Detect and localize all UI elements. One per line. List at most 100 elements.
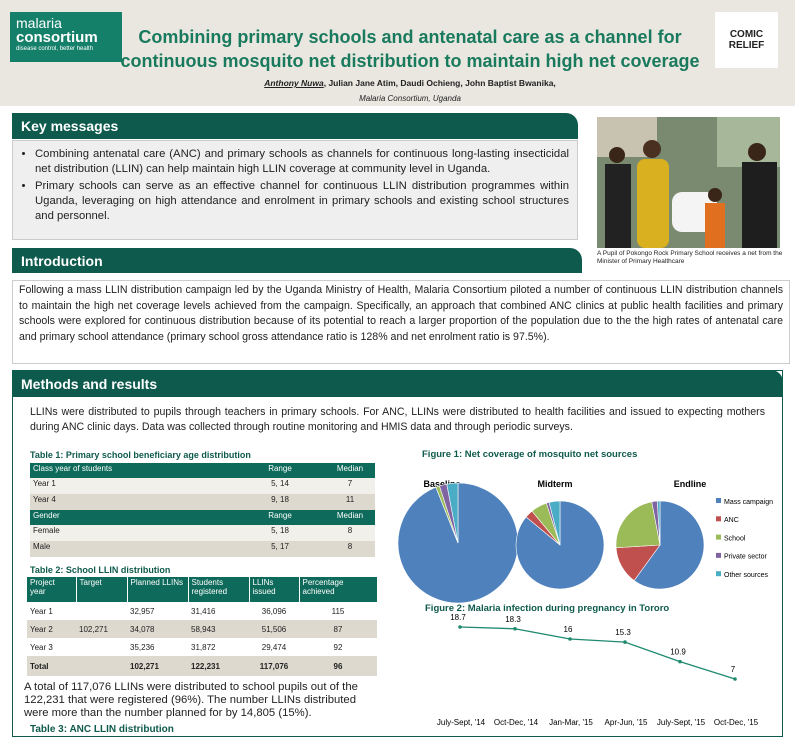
table-title: Table 3: ANC LLIN distribution: [30, 724, 174, 735]
legend-swatch: [716, 498, 721, 503]
table-cell: 8: [347, 526, 353, 535]
x-tick-label: July-Sept, '14: [437, 718, 486, 727]
table-cell: 32,957: [130, 606, 155, 616]
legend-label: Private sector: [724, 554, 767, 561]
photo-person: [742, 162, 777, 248]
pie-slice: [633, 500, 705, 590]
table-cell: Year 1: [30, 606, 53, 616]
photo-person: [643, 140, 661, 158]
pie-slice: [615, 501, 661, 549]
photo-caption: A Pupil of Pokongo Rock Primary School r…: [597, 250, 783, 265]
line-marker: [458, 625, 462, 629]
table-header-cell: Planned LLINs: [127, 577, 189, 602]
line-marker: [733, 677, 737, 681]
table-header-cell: Percentage achieved: [299, 577, 378, 602]
table-header-cell: Gender: [30, 510, 235, 525]
logo-tagline: disease control, better health: [16, 46, 94, 52]
x-tick-label: July-Sept, '15: [657, 718, 706, 727]
table-row: Total 102,271 122,231 117,076 96: [27, 656, 377, 676]
header: [0, 0, 795, 106]
pie-slice: [446, 482, 459, 544]
table-row: Year 1 32,957 31,416 36,096 115: [27, 602, 377, 620]
table-row: Male 5, 17 8: [30, 541, 375, 557]
line-marker: [678, 659, 682, 664]
table-cell: 5, 17: [271, 542, 289, 551]
line-marker: [623, 640, 627, 644]
table-cell: 51,506: [261, 624, 287, 634]
key-message: Combining antenatal care (ANC) and prima…: [35, 147, 569, 177]
table-cell: 5, 18: [271, 526, 289, 535]
data-label: 10.9: [670, 648, 686, 657]
table-cell: Year 2: [30, 624, 53, 634]
title: Combining primary schools and antenatal …: [110, 25, 710, 73]
table-cell: 29,474: [261, 642, 287, 652]
logo-text: consortium: [16, 29, 98, 46]
table-header-cell: LLINs issued: [249, 577, 300, 602]
section-heading: Methods and results: [12, 370, 783, 397]
lead-author: Anthony Nuwa: [264, 78, 324, 88]
photo-person: [637, 159, 669, 248]
logo-text: malaria: [16, 15, 62, 31]
chart-title: Figure 1: Net coverage of mosquito net s…: [422, 449, 637, 460]
data-label: 18.3: [505, 615, 521, 624]
table: Project year Target Planned LLINs Students …: [27, 577, 378, 676]
table-cell: 35,236: [130, 642, 155, 652]
table-header-cell: Median: [325, 510, 375, 525]
table-cell: 102,271: [130, 661, 159, 671]
x-tick-label: Oct-Dec, '14: [494, 718, 539, 727]
key-message: Primary schools can serve as an effectiv…: [35, 179, 569, 224]
logo-right: COMIC RELIEF: [715, 12, 778, 68]
x-tick-label: Oct-Dec, '15: [714, 718, 759, 727]
key-messages-list: Combining antenatal care (ANC) and prima…: [13, 147, 569, 224]
table-cell: 58,943: [191, 624, 216, 634]
table-cell: Male: [33, 542, 51, 551]
table-cell: 92: [333, 642, 343, 652]
title-line: continuous mosquito net distribution to …: [120, 51, 700, 71]
legend-swatch: [716, 534, 721, 540]
table-cell: 9, 18: [271, 495, 289, 504]
photo-person: [708, 188, 722, 202]
legend-label: ANC: [724, 517, 739, 524]
legend-label: Other sources: [724, 572, 768, 579]
logo-text: RELIEF: [728, 40, 765, 51]
line-marker: [568, 637, 572, 641]
pie-label: Baseline: [423, 479, 460, 489]
table-cell: 102,271: [79, 624, 108, 634]
table-header-cell: Range: [235, 510, 325, 525]
table-cell: Total: [30, 661, 49, 671]
table-cell: 31,872: [191, 642, 216, 652]
methods-text: LLINs were distributed to pupils through…: [30, 406, 765, 433]
table-cell: 96: [333, 661, 343, 671]
logo-text: COMIC: [729, 29, 764, 40]
table-cell: Year 3: [30, 642, 53, 652]
title-line: Combining primary schools and antenatal …: [138, 27, 682, 47]
other-authors: , Julian Jane Atim, Daudi Ochieng, John …: [323, 78, 556, 88]
introduction-text: Following a mass LLIN distribution campa…: [12, 280, 790, 364]
photo-tree: [717, 117, 780, 167]
line-marker: [513, 626, 517, 631]
legend-label: Mass campaign: [724, 499, 773, 506]
table-cell: 5, 14: [271, 479, 289, 488]
data-label: 15.3: [615, 628, 631, 637]
section-heading: Introduction: [12, 248, 582, 273]
table-row: Year 3 35,236 31,872 29,474 92: [27, 638, 377, 656]
key-messages-box: Combining antenatal care (ANC) and prima…: [12, 140, 578, 240]
table-header-cell: Median: [325, 463, 375, 478]
table-header-row: Project year Target Planned LLINs Students …: [27, 577, 378, 602]
table-cell: 87: [333, 624, 343, 634]
data-label: 18.7: [450, 613, 466, 622]
table-header-cell: Range: [235, 463, 325, 478]
table-cell: Female: [33, 526, 60, 535]
table-cell: Year 4: [33, 495, 56, 504]
table-cell: 31,416: [191, 606, 216, 616]
summary-text: A total of 117,076 LLINs were distribute…: [24, 681, 358, 719]
photo-person: [748, 143, 766, 161]
legend-label: School: [724, 535, 746, 542]
table-cell: 34,078: [130, 624, 155, 634]
table-cell: 115: [331, 606, 345, 616]
section-heading: Key messages: [12, 113, 578, 139]
affiliation: Malaria Consortium, Uganda: [359, 94, 461, 103]
pie-slice: [548, 500, 561, 546]
